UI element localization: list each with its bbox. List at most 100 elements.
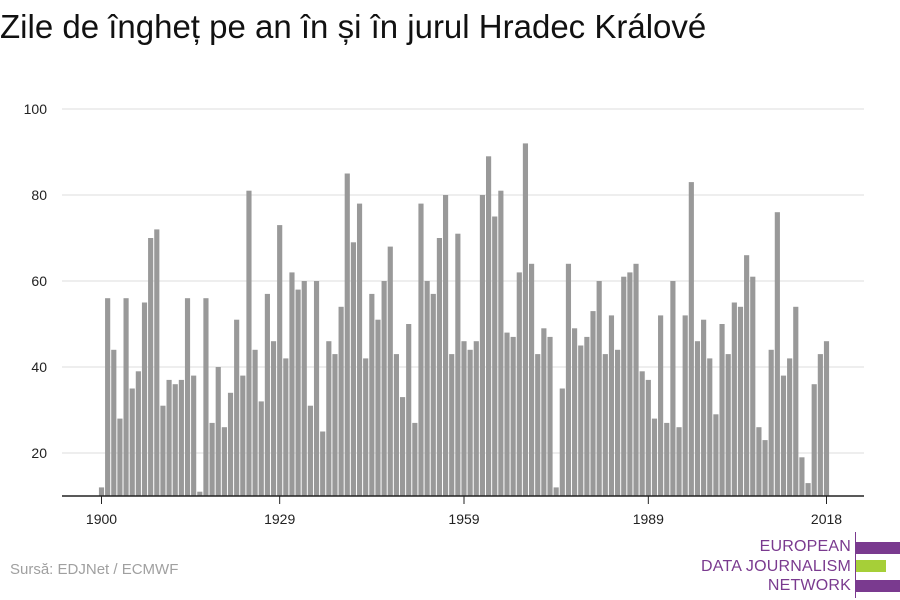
y-tick-label: 80	[31, 187, 47, 203]
bar	[135, 371, 141, 496]
bar	[258, 401, 264, 496]
bar	[694, 341, 701, 496]
bar	[184, 298, 191, 496]
y-tick-label: 100	[24, 101, 48, 117]
x-tick-label: 1900	[86, 511, 117, 527]
bar	[406, 324, 412, 496]
bar	[645, 379, 651, 496]
bar	[473, 341, 479, 496]
bar	[529, 263, 535, 496]
y-tick-label: 40	[31, 359, 47, 375]
bar	[578, 345, 584, 496]
bar	[412, 422, 418, 496]
bar	[307, 405, 313, 496]
bar	[774, 212, 780, 496]
bar	[295, 289, 301, 496]
bar	[750, 276, 756, 496]
bar	[602, 354, 608, 496]
bar	[615, 349, 621, 496]
bar	[627, 272, 633, 496]
logo-text-network: NETWORK	[767, 577, 851, 594]
edjnet-logo: EUROPEAN DATA JOURNALISM NETWORK	[700, 532, 900, 598]
bar	[658, 315, 664, 496]
y-tick-label: 60	[31, 273, 47, 289]
bar	[584, 336, 590, 496]
bar	[498, 190, 504, 496]
bar	[381, 281, 387, 496]
bar	[449, 354, 455, 496]
bar	[369, 293, 375, 496]
bar	[141, 302, 148, 496]
bar	[172, 384, 178, 496]
bar	[737, 306, 744, 496]
bar	[823, 341, 830, 496]
logo-text-european: EUROPEAN	[759, 538, 851, 555]
x-tick-label: 2018	[811, 511, 842, 527]
bar	[596, 281, 602, 496]
bar	[320, 431, 326, 496]
bar	[227, 392, 234, 496]
bar	[535, 354, 541, 496]
bar	[246, 190, 252, 496]
bar	[436, 238, 442, 496]
x-tick-label: 1989	[633, 511, 664, 527]
bar	[393, 354, 399, 496]
bar	[203, 298, 209, 496]
bar	[240, 375, 246, 496]
bar	[633, 263, 639, 496]
x-tick-label: 1959	[448, 511, 479, 527]
bar	[264, 293, 270, 496]
bar	[522, 143, 529, 496]
x-tick-label: 1929	[264, 511, 295, 527]
logo-bar-purple-top	[856, 542, 900, 554]
bar	[670, 281, 676, 496]
bar	[811, 384, 817, 496]
bars	[98, 143, 830, 497]
bar	[215, 367, 221, 496]
y-tick-label: 20	[31, 445, 47, 461]
source-note: Sursă: EDJNet / ECMWF	[10, 561, 179, 578]
bar	[148, 238, 154, 496]
bar	[442, 195, 449, 496]
bar	[430, 293, 436, 496]
bar	[572, 328, 578, 496]
bar	[510, 336, 516, 496]
bar	[252, 349, 258, 496]
logo-bar-purple-bottom	[856, 580, 900, 592]
bar	[516, 272, 522, 496]
bar	[805, 483, 811, 496]
bar	[277, 225, 283, 496]
bar	[793, 306, 799, 496]
bar	[565, 263, 572, 496]
bar	[762, 440, 768, 496]
bar	[344, 173, 350, 496]
bar	[399, 397, 406, 496]
bar	[424, 281, 430, 496]
bar	[553, 487, 559, 496]
bar	[479, 195, 486, 496]
bar	[313, 281, 320, 496]
bar	[817, 354, 823, 496]
bar	[608, 315, 615, 496]
bar	[221, 427, 227, 496]
bar	[117, 418, 123, 496]
bar	[166, 379, 172, 496]
bar	[123, 298, 129, 496]
y-axis-ticks: 20 40 60 80 100	[24, 101, 48, 461]
bar	[651, 418, 658, 496]
bar	[350, 242, 356, 496]
bar	[283, 358, 289, 496]
bar-chart: 20 40 60 80 100 1900 1929 1959 1989 2018	[24, 101, 864, 527]
bar	[787, 358, 793, 496]
bar	[418, 203, 424, 496]
bar	[105, 298, 111, 496]
bar	[780, 375, 787, 496]
bar	[744, 255, 750, 496]
bar	[664, 422, 670, 496]
bar	[590, 311, 596, 496]
bar	[768, 349, 774, 496]
bar	[363, 358, 369, 496]
bar	[799, 457, 805, 496]
x-axis-ticks: 1900 1929 1959 1989 2018	[86, 496, 842, 527]
bar	[486, 156, 492, 497]
